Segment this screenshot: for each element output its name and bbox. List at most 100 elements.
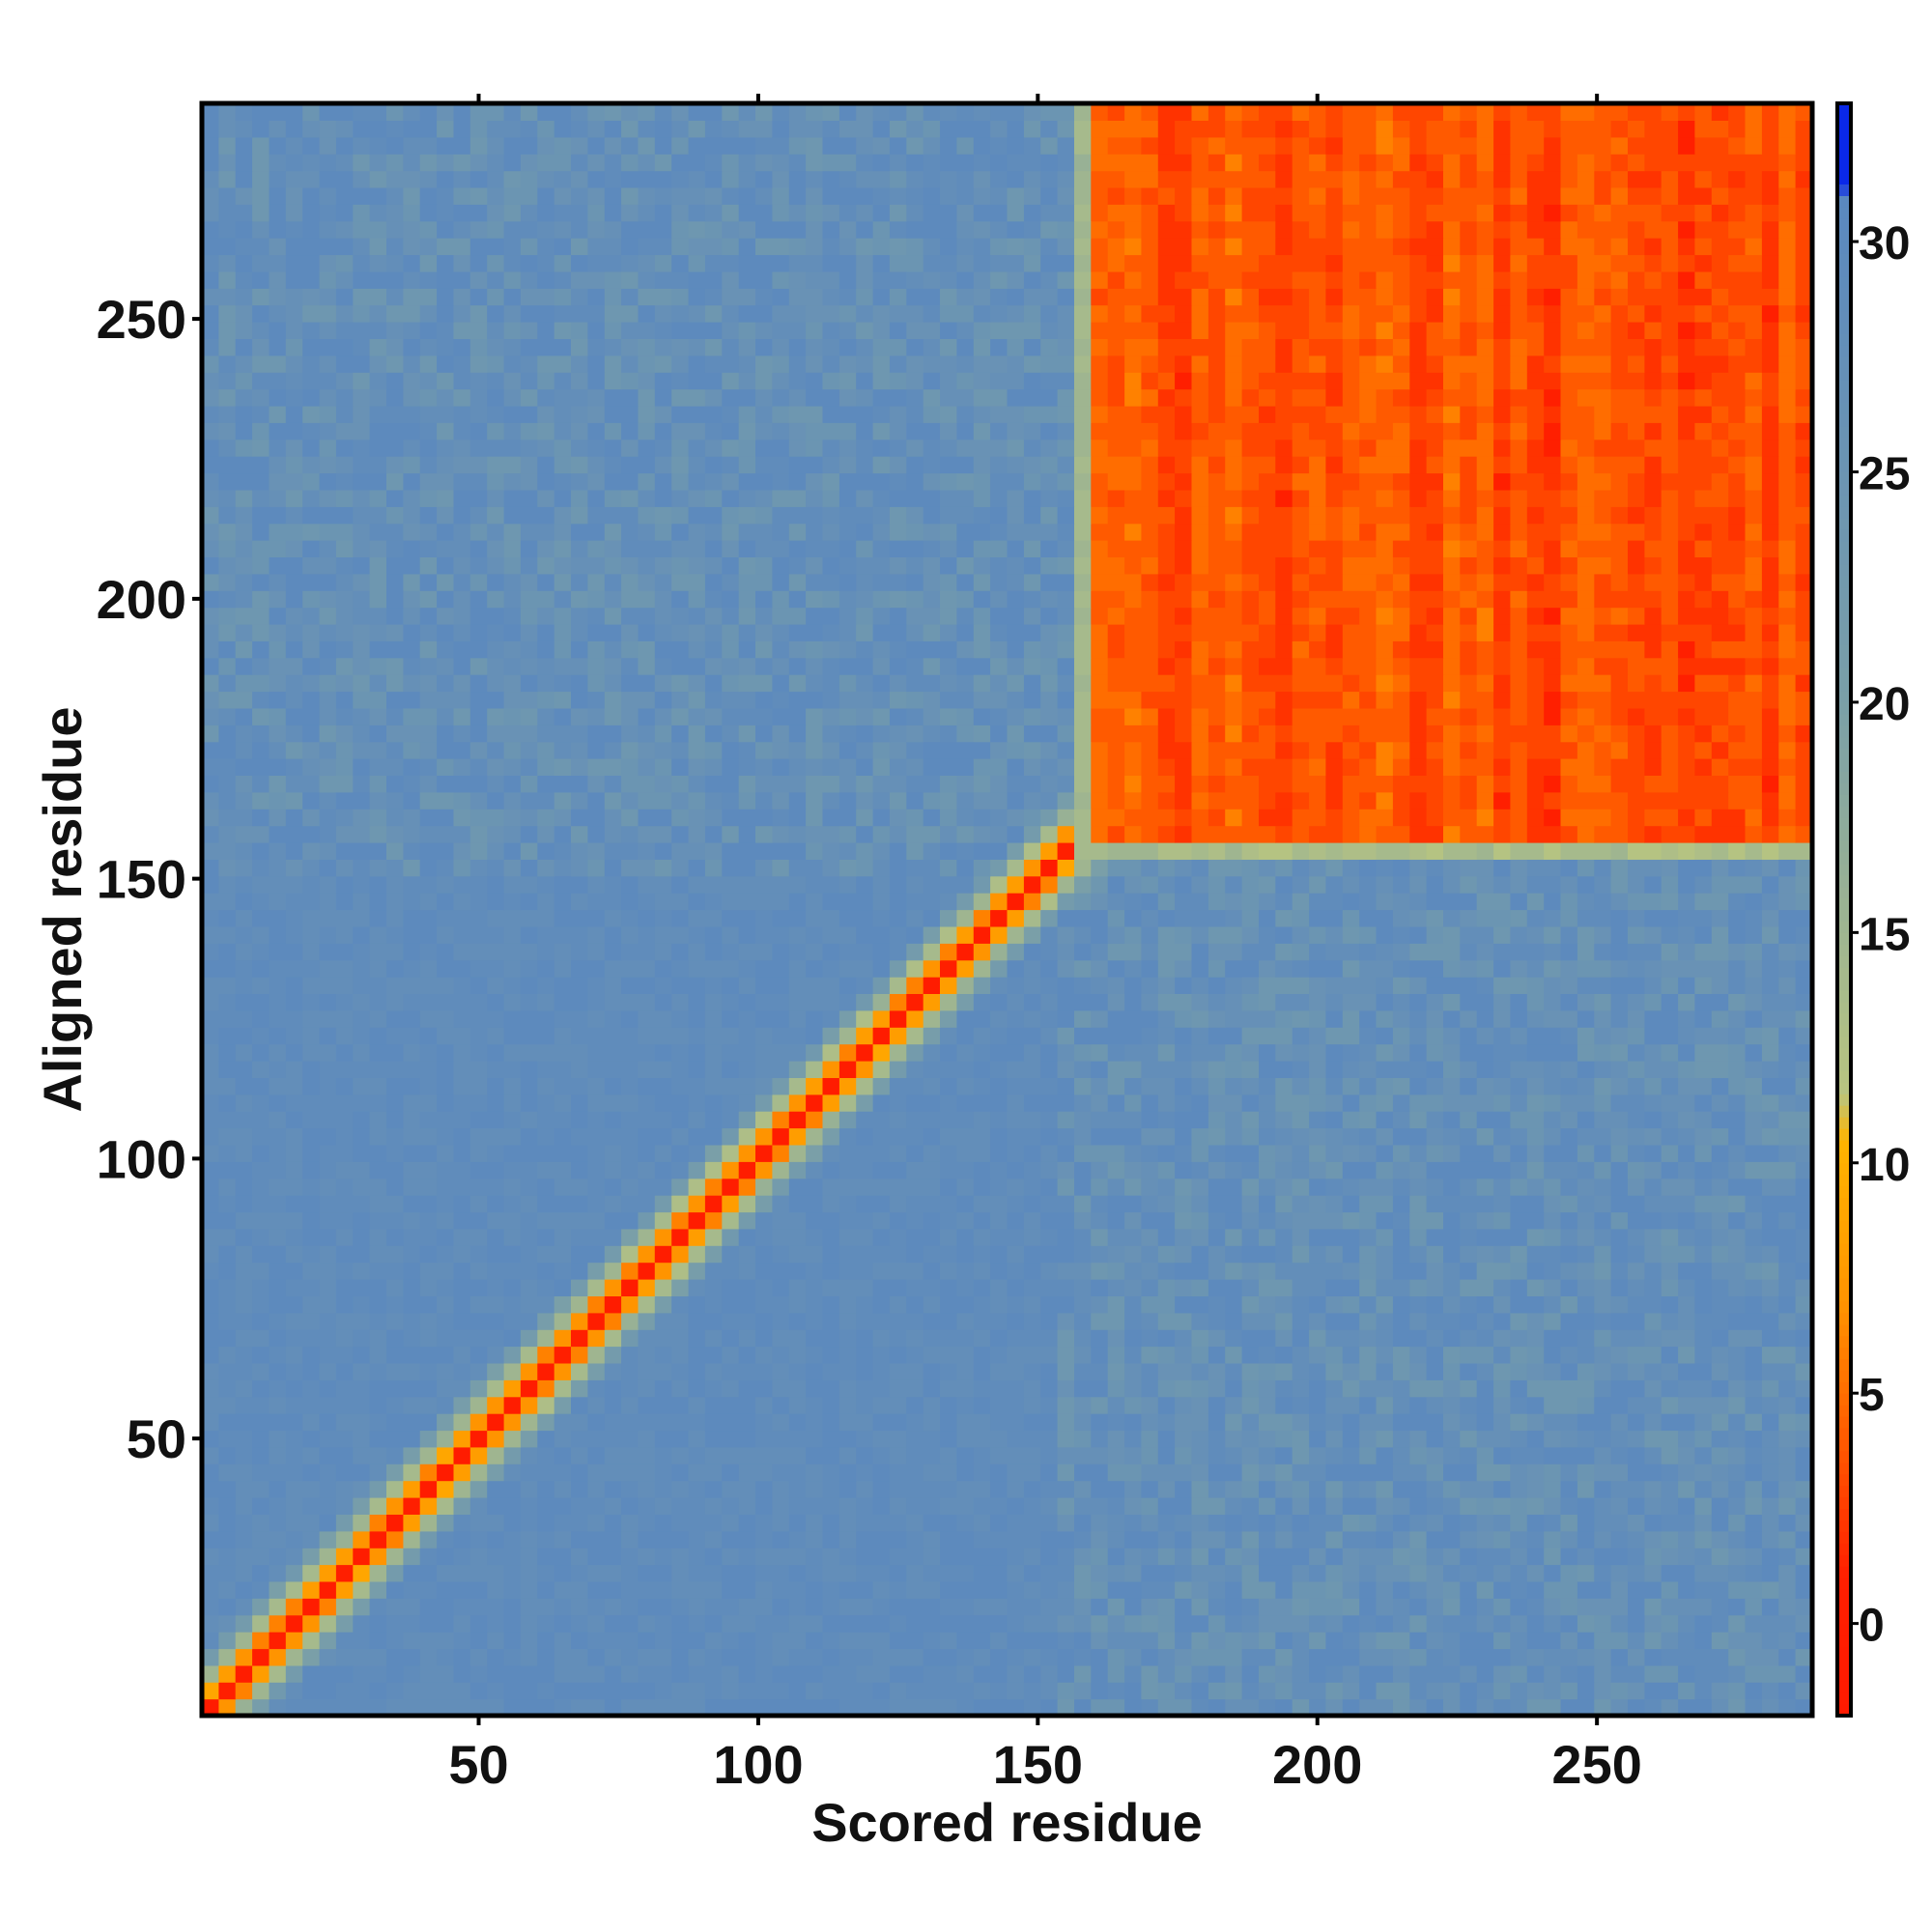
heatmap-cell (1745, 1648, 1779, 1666)
heatmap-cell (1191, 1144, 1209, 1162)
heatmap-cell (1594, 707, 1612, 725)
heatmap-cell (704, 825, 723, 843)
heatmap-cell (1141, 1379, 1159, 1398)
heatmap-cell (1409, 1362, 1428, 1380)
heatmap-cell (654, 1632, 672, 1650)
heatmap-cell (285, 993, 303, 1011)
heatmap-cell (1460, 1430, 1478, 1448)
heatmap-cell (1661, 1548, 1679, 1566)
heatmap-cell (1175, 1564, 1193, 1582)
heatmap-cell (856, 1077, 874, 1095)
heatmap-cell (202, 1632, 219, 1650)
heatmap-cell (1761, 1195, 1813, 1213)
heatmap-cell (889, 741, 907, 759)
heatmap-cell (621, 1480, 639, 1498)
heatmap-cell (1007, 1346, 1059, 1364)
heatmap-cell (788, 691, 824, 709)
heatmap-cell (1443, 1379, 1461, 1398)
heatmap-cell (587, 1144, 606, 1162)
heatmap-cell (856, 925, 891, 944)
heatmap-cell (285, 1598, 303, 1616)
heatmap-cell (806, 875, 840, 894)
heatmap-cell (386, 859, 404, 877)
heatmap-cell (856, 1530, 907, 1548)
heatmap-cell (621, 1111, 672, 1129)
heatmap-cell (671, 1178, 690, 1196)
heatmap-cell (453, 1664, 471, 1683)
heatmap-cell (1259, 1061, 1293, 1078)
heatmap-cell (1376, 1632, 1410, 1650)
heatmap-cell (571, 1463, 588, 1482)
heatmap-cell (1292, 1632, 1310, 1650)
heatmap-cell (1241, 1161, 1260, 1179)
heatmap-cell (1241, 1664, 1260, 1683)
heatmap-cell (1661, 925, 1679, 944)
heatmap-cell (487, 1430, 505, 1448)
heatmap-cell (1241, 1061, 1260, 1078)
heatmap-cell (1275, 943, 1293, 961)
heatmap-cell (1259, 1111, 1276, 1129)
heatmap-cell (1342, 1346, 1360, 1364)
heatmap-cell (335, 691, 354, 709)
heatmap-cell (671, 1111, 690, 1129)
heatmap-cell (1241, 1648, 1276, 1666)
heatmap-cell (1694, 1614, 1713, 1633)
heatmap-cell (1610, 1664, 1645, 1683)
heatmap-cell (1678, 1480, 1696, 1498)
heatmap-cell (1309, 607, 1327, 625)
heatmap-cell (1409, 1614, 1428, 1633)
heatmap-cell (587, 674, 606, 693)
heatmap-cell (319, 993, 337, 1011)
heatmap-cell (1628, 1245, 1645, 1264)
heatmap-cell (1694, 758, 1713, 776)
heatmap-cell (302, 1027, 321, 1045)
heatmap-cell (1376, 977, 1394, 994)
heatmap-cell (1526, 1580, 1545, 1599)
heatmap-cell (252, 1061, 270, 1078)
heatmap-cell (1610, 1379, 1645, 1398)
heatmap-cell (252, 1632, 270, 1650)
heatmap-cell (1644, 1245, 1662, 1264)
heatmap-cell (469, 1614, 488, 1633)
heatmap-cell (688, 724, 706, 743)
heatmap-cell (554, 691, 572, 709)
heatmap-cell (973, 977, 991, 994)
heatmap-cell (1409, 1077, 1428, 1095)
heatmap-cell (1544, 607, 1562, 625)
heatmap-cell (1795, 1178, 1813, 1196)
heatmap-cell (1040, 791, 1059, 810)
heatmap-cell (1778, 1497, 1797, 1515)
heatmap-cell (638, 1178, 672, 1196)
heatmap-cell (1711, 640, 1763, 659)
heatmap-cell (1678, 1497, 1696, 1515)
heatmap-cell (1694, 1413, 1713, 1432)
heatmap-cell (1342, 1682, 1360, 1700)
heatmap-cell (218, 657, 237, 675)
heatmap-cell (1309, 1362, 1327, 1380)
heatmap-cell (1510, 1497, 1528, 1515)
heatmap-cell (1644, 1279, 1662, 1296)
heatmap-cell (704, 674, 723, 693)
heatmap-cell (1778, 1413, 1797, 1432)
heatmap-cell (437, 1043, 455, 1062)
heatmap-cell (1124, 1598, 1143, 1616)
heatmap-cell (469, 959, 505, 978)
heatmap-cell (403, 842, 421, 860)
heatmap-cell (1644, 1598, 1662, 1616)
heatmap-cell (520, 893, 538, 911)
heatmap-cell (202, 1580, 219, 1599)
heatmap-cell (1141, 1413, 1159, 1432)
heatmap-cell (923, 1379, 941, 1398)
heatmap-cell (1544, 791, 1562, 810)
heatmap-cell (1007, 1632, 1059, 1650)
heatmap-cell (335, 1312, 371, 1330)
heatmap-cell (654, 1279, 672, 1296)
heatmap-cell (587, 1396, 606, 1414)
heatmap-cell (571, 1480, 588, 1498)
heatmap-cell (1392, 1598, 1410, 1616)
heatmap-cell (1392, 741, 1410, 759)
heatmap-cell (1325, 977, 1378, 994)
heatmap-cell (722, 1480, 756, 1498)
heatmap-cell (1359, 1648, 1394, 1666)
heatmap-cell (1376, 1430, 1394, 1448)
